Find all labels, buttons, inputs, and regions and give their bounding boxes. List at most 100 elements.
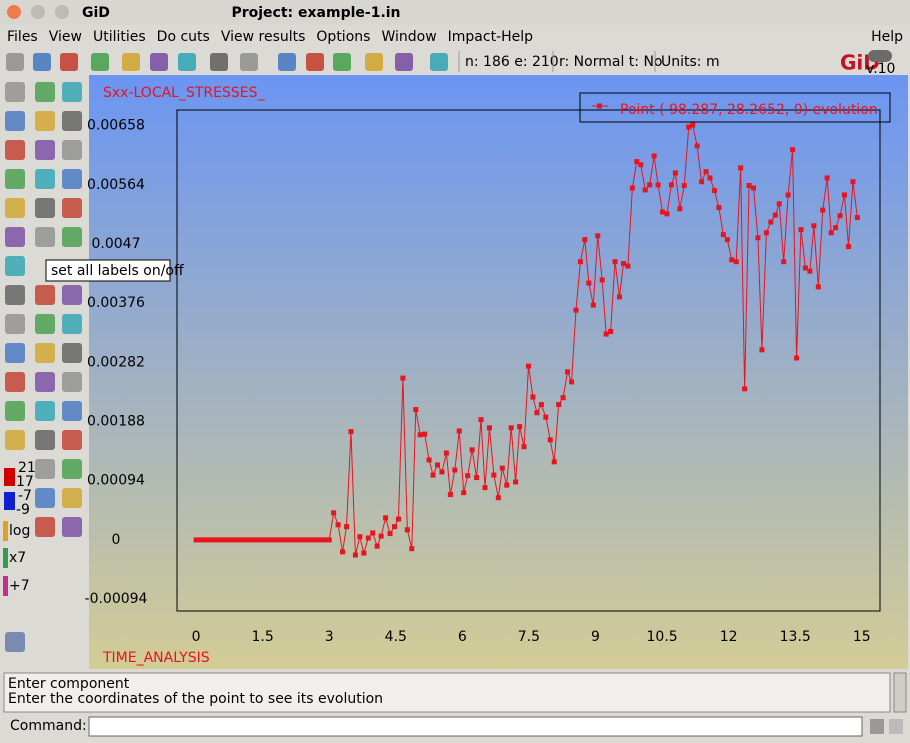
side-icon[interactable]: [62, 372, 82, 392]
toolbar-icon[interactable]: [91, 53, 109, 71]
side-icon[interactable]: [62, 488, 82, 508]
icon[interactable]: [889, 719, 903, 734]
menu-item[interactable]: Do cuts: [157, 29, 210, 45]
side-icon[interactable]: [5, 111, 25, 131]
toolbar-icon[interactable]: [333, 53, 351, 71]
side-icon[interactable]: [62, 198, 82, 218]
menu-item[interactable]: Window: [381, 29, 436, 45]
side-icon[interactable]: [35, 169, 55, 189]
toolbar-icon[interactable]: [430, 53, 448, 71]
data-point: [404, 527, 410, 533]
data-point: [387, 531, 393, 537]
side-icon[interactable]: [62, 517, 82, 537]
side-icon[interactable]: [35, 459, 55, 479]
toolbar-icon[interactable]: [178, 53, 196, 71]
data-point: [746, 183, 752, 189]
close-button[interactable]: [7, 5, 21, 19]
side-icon[interactable]: [5, 198, 25, 218]
side-icon[interactable]: [62, 111, 82, 131]
maximize-button[interactable]: [55, 5, 69, 19]
side-icon[interactable]: [5, 401, 25, 421]
side-icon[interactable]: [5, 343, 25, 363]
menu-item[interactable]: Files: [7, 29, 38, 45]
side-icon[interactable]: [5, 632, 25, 652]
message-line: Enter component: [8, 676, 130, 692]
side-icon[interactable]: [35, 517, 55, 537]
data-point: [426, 457, 432, 463]
menu-item[interactable]: View: [49, 29, 82, 45]
data-point: [435, 462, 441, 468]
data-point: [538, 402, 544, 408]
toolbar-icon[interactable]: [122, 53, 140, 71]
toolbar-icon[interactable]: [278, 53, 296, 71]
side-icon[interactable]: [62, 285, 82, 305]
toolbar-icon[interactable]: [150, 53, 168, 71]
side-icon[interactable]: [5, 314, 25, 334]
menu-item[interactable]: View results: [221, 29, 306, 45]
side-icon[interactable]: [62, 314, 82, 334]
side-icon[interactable]: [5, 227, 25, 247]
data-point: [413, 407, 419, 413]
side-icon[interactable]: [35, 401, 55, 421]
side-icon[interactable]: [5, 256, 25, 276]
side-icon[interactable]: [62, 227, 82, 247]
toolbar-icon[interactable]: [365, 53, 383, 71]
side-icon[interactable]: [62, 401, 82, 421]
scrollbar[interactable]: [893, 672, 907, 713]
data-point: [220, 537, 226, 543]
toolbar-icon[interactable]: [210, 53, 228, 71]
side-icon[interactable]: [62, 140, 82, 160]
data-point: [703, 169, 709, 175]
data-point: [560, 395, 566, 401]
side-icon[interactable]: [35, 140, 55, 160]
side-icon[interactable]: [62, 430, 82, 450]
command-input[interactable]: [88, 716, 863, 737]
data-point: [313, 537, 319, 543]
data-point: [660, 209, 666, 215]
menu-item[interactable]: Help: [871, 29, 903, 45]
side-icon[interactable]: [5, 140, 25, 160]
data-point: [264, 537, 270, 543]
side-icon[interactable]: [5, 169, 25, 189]
side-icon[interactable]: [35, 343, 55, 363]
side-icon[interactable]: [5, 372, 25, 392]
side-icon[interactable]: [35, 111, 55, 131]
toolbar-icon[interactable]: [33, 53, 51, 71]
toolbar-icon[interactable]: [395, 53, 413, 71]
side-icon[interactable]: [62, 82, 82, 102]
side-icon[interactable]: [62, 169, 82, 189]
data-point: [365, 535, 371, 541]
data-point: [508, 425, 514, 431]
data-point: [395, 516, 401, 522]
toolbar-icon[interactable]: [240, 53, 258, 71]
side-icon[interactable]: [5, 285, 25, 305]
side-icon[interactable]: [35, 82, 55, 102]
side-icon[interactable]: [35, 430, 55, 450]
side-icon[interactable]: [35, 314, 55, 334]
toolbar-icon[interactable]: [306, 53, 324, 71]
y-tick-label: 0.00282: [87, 354, 145, 370]
data-point: [612, 259, 618, 265]
toolbar-icon[interactable]: [60, 53, 78, 71]
side-icon[interactable]: [62, 459, 82, 479]
side-icon[interactable]: [5, 82, 25, 102]
side-icon[interactable]: [5, 430, 25, 450]
side-icon[interactable]: [35, 285, 55, 305]
data-point: [794, 355, 800, 361]
menu-item[interactable]: Options: [316, 29, 370, 45]
menu-item[interactable]: Utilities: [93, 29, 146, 45]
icon[interactable]: [870, 719, 884, 734]
side-icon[interactable]: [35, 488, 55, 508]
data-point: [326, 537, 332, 543]
side-icon[interactable]: [35, 372, 55, 392]
menu-item[interactable]: Impact-Help: [448, 29, 534, 45]
data-point: [260, 537, 266, 543]
side-icon[interactable]: [35, 198, 55, 218]
side-icon[interactable]: [62, 343, 82, 363]
legend-marker: [597, 103, 602, 109]
data-point: [686, 124, 692, 130]
toolbar-icon[interactable]: [6, 53, 24, 71]
side-icon[interactable]: [35, 227, 55, 247]
minimize-button[interactable]: [31, 5, 45, 19]
